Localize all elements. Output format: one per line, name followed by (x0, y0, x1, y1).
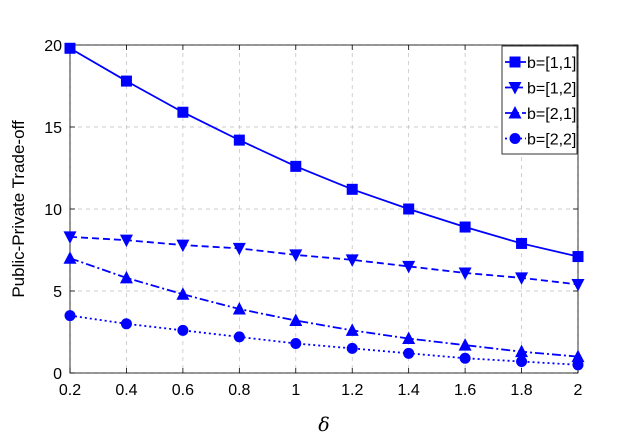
data-point (176, 239, 190, 253)
y-tick-label: 20 (44, 38, 62, 55)
x-tick-label: 1 (291, 382, 300, 399)
y-tick-label: 5 (53, 284, 62, 301)
data-point (119, 234, 133, 248)
data-point (516, 237, 528, 249)
data-point (176, 287, 190, 300)
series-line (69, 47, 579, 258)
x-tick-label: 1.6 (454, 382, 476, 399)
data-point (403, 347, 415, 359)
data-point (232, 302, 246, 315)
data-point (402, 331, 416, 345)
series-line (69, 235, 579, 286)
x-tick-label: 1.2 (341, 382, 363, 399)
data-point (515, 344, 529, 358)
data-point (177, 324, 189, 336)
data-point (572, 251, 584, 263)
x-axis-label: δ (318, 414, 329, 436)
data-point (571, 278, 585, 292)
legend-marker (508, 106, 522, 119)
x-tick-label: 1.8 (510, 382, 532, 399)
data-point (233, 331, 245, 343)
data-point (232, 242, 246, 256)
data-point (120, 318, 132, 330)
data-point (177, 106, 189, 118)
legend-label: b=[2,1] (527, 106, 576, 123)
x-tick-label: 0.8 (228, 382, 250, 399)
data-point (516, 356, 528, 368)
data-point (458, 267, 472, 280)
series-3 (63, 251, 585, 363)
data-point (64, 42, 76, 54)
data-point (515, 272, 529, 285)
legend-item: b=[2,2] (505, 132, 576, 149)
series-4 (64, 310, 584, 371)
data-point (402, 260, 416, 274)
x-tick-label: 2 (574, 382, 583, 399)
data-point (346, 342, 358, 354)
series-layer (63, 42, 585, 371)
data-point (120, 75, 132, 87)
series-2 (63, 231, 585, 292)
data-point (289, 313, 303, 327)
y-axis-label: Public-Private Trade-off (9, 120, 28, 298)
y-tick-label: 10 (44, 202, 62, 219)
data-point (459, 352, 471, 364)
series-1 (64, 42, 584, 263)
x-tick-label: 0.6 (172, 382, 194, 399)
legend-marker (509, 133, 521, 144)
data-point (63, 251, 77, 264)
y-tick-label: 0 (53, 366, 62, 383)
x-tick-label: 0.2 (59, 382, 81, 399)
data-point (459, 221, 471, 233)
y-tick-label: 15 (44, 120, 62, 137)
legend-label: b=[1,2] (527, 81, 576, 98)
data-point (63, 231, 77, 244)
data-point (571, 349, 585, 363)
data-point (64, 310, 76, 322)
legend-item: b=[2,1] (505, 106, 576, 123)
data-point (290, 337, 302, 349)
data-point (233, 134, 245, 146)
legend: b=[1,1] b=[1,2] b=[2,1] b=[2,2] (501, 45, 578, 155)
data-point (345, 323, 359, 336)
legend-marker (508, 82, 522, 95)
data-point (290, 160, 302, 172)
legend-marker (509, 56, 521, 68)
data-point (403, 203, 415, 215)
data-point (289, 249, 303, 262)
legend-label: b=[1,1] (527, 55, 576, 72)
legend-item: b=[1,2] (505, 81, 576, 98)
legend-label: b=[2,2] (527, 132, 576, 149)
data-point (345, 254, 359, 267)
data-point (346, 183, 358, 195)
data-point (119, 270, 133, 284)
data-point (458, 338, 472, 351)
x-tick-label: 0.4 (115, 382, 137, 399)
x-tick-label: 1.4 (398, 382, 420, 399)
legend-item: b=[1,1] (505, 55, 576, 72)
series-line (69, 257, 579, 358)
data-point (572, 359, 584, 371)
series-line (69, 314, 579, 366)
